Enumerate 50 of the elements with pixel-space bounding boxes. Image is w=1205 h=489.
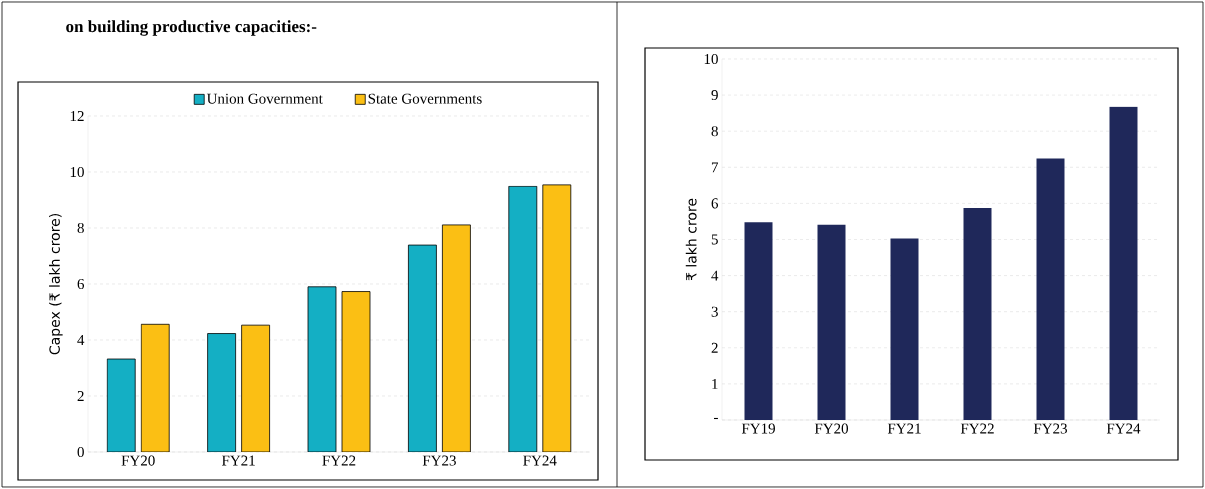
bar (341, 291, 371, 452)
y-axis-title: ₹ lakh crore (685, 198, 697, 281)
x-tick-label: FY24 (523, 455, 557, 466)
bar (106, 358, 136, 452)
y-tick-label: - (714, 417, 718, 420)
x-tick-label: FY21 (221, 455, 255, 466)
y-tick-label: 5 (711, 234, 718, 245)
bar (207, 333, 237, 452)
x-tick-label: FY21 (887, 423, 921, 434)
bar (963, 208, 992, 420)
y-tick-label: 10 (70, 166, 84, 178)
x-tick-label: FY23 (422, 455, 456, 466)
bar (817, 224, 846, 420)
y-tick-label: 3 (711, 306, 718, 317)
y-tick-label: 12 (70, 111, 84, 121)
x-tick-label: FY24 (1106, 423, 1141, 434)
bar (307, 286, 337, 452)
bar (408, 244, 437, 452)
bar (241, 324, 271, 452)
y-tick-label: 0 (77, 446, 84, 458)
bar (140, 323, 170, 452)
y-tick-label: 2 (711, 342, 718, 353)
y-tick-label: 9 (711, 90, 718, 101)
y-tick-label: 4 (77, 335, 85, 345)
y-tick-label: 7 (711, 162, 719, 173)
x-tick-label: FY19 (741, 423, 775, 434)
y-tick-label: 6 (711, 198, 719, 209)
x-tick-label: FY20 (814, 423, 849, 434)
x-tick-label: FY20 (121, 455, 155, 466)
bar (542, 184, 572, 452)
chart-title: on building productive capacities:- (66, 20, 317, 36)
bar (1109, 106, 1138, 420)
legend-label: Union Government (206, 93, 323, 104)
y-tick-label: 4 (711, 270, 719, 281)
x-tick-label: FY22 (322, 455, 356, 466)
bar (442, 224, 471, 452)
y-axis-title: Capex (₹ lakh crore) (49, 214, 63, 355)
y-tick-label: 6 (77, 278, 85, 290)
bar (508, 185, 538, 452)
y-tick-label: 8 (711, 126, 718, 137)
x-tick-label: FY23 (1033, 423, 1067, 434)
bar (1036, 158, 1065, 420)
bar (890, 238, 919, 420)
y-tick-label: 8 (77, 222, 84, 234)
y-tick-label: 1 (712, 378, 718, 389)
y-tick-label: 2 (77, 391, 84, 401)
y-tick-label: 10 (704, 53, 718, 65)
legend-label: State Governments (368, 93, 482, 104)
bar (744, 222, 773, 420)
x-tick-label: FY22 (960, 423, 994, 434)
